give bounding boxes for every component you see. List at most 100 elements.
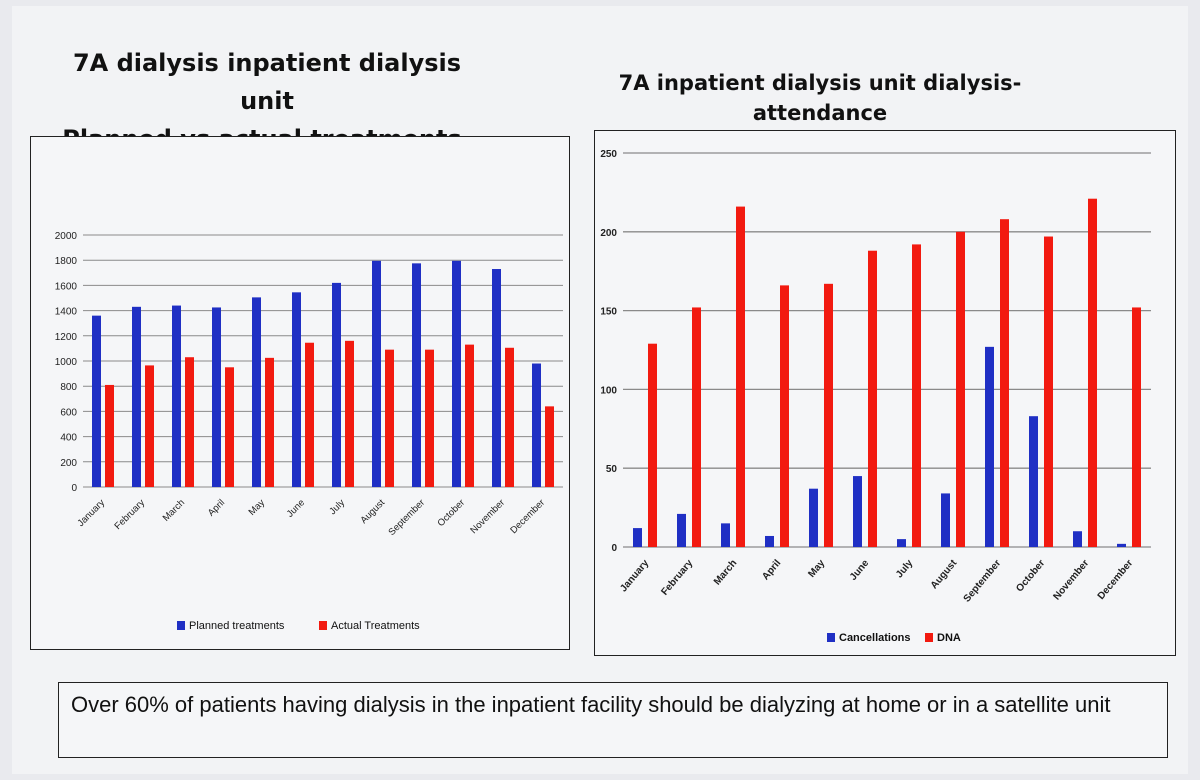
x-tick-label: June: [848, 558, 872, 583]
y-tick-label: 150: [600, 307, 617, 318]
x-tick-label: December: [508, 497, 547, 536]
bar-planned-treatments-january: [92, 315, 101, 487]
bar-cancellations-march: [721, 523, 730, 547]
x-tick-label: April: [760, 558, 783, 583]
bar-dna-december: [1132, 307, 1141, 547]
bar-dna-june: [868, 250, 877, 547]
legend-label: Cancellations: [839, 632, 911, 644]
x-tick-label: October: [435, 497, 467, 529]
y-tick-label: 1000: [55, 357, 78, 368]
bar-actual-treatments-june: [305, 342, 314, 487]
bar-dna-july: [912, 244, 921, 547]
bar-actual-treatments-april: [225, 367, 234, 487]
x-tick-label: August: [358, 497, 387, 526]
x-tick-label: July: [327, 497, 347, 517]
bar-actual-treatments-july: [345, 340, 354, 487]
attendance-chart: 0 50 100 150 200 250 January February March April…: [600, 149, 1151, 644]
bar-planned-treatments-september: [412, 263, 421, 487]
bar-cancellations-june: [853, 476, 862, 547]
y-tick-label: 100: [600, 385, 617, 396]
x-tick-label: March: [161, 497, 187, 523]
x-tick-label: September: [386, 497, 427, 538]
bar-planned-treatments-april: [212, 307, 221, 487]
bar-actual-treatments-january: [105, 384, 114, 487]
x-tick-label: February: [659, 558, 695, 598]
bar-planned-treatments-march: [172, 305, 181, 487]
x-tick-label: April: [206, 497, 227, 518]
x-tick-label: November: [468, 497, 507, 536]
y-tick-label: 0: [611, 543, 617, 554]
bar-dna-august: [956, 231, 965, 548]
summary-note: Over 60% of patients having dialysis in …: [58, 682, 1168, 758]
bar-actual-treatments-february: [145, 365, 154, 487]
y-tick-label: 1600: [55, 281, 78, 292]
treatments-chart-box: 0 200 400 600 800 1000 1200 1400 1600 1800 2000 Jan…: [30, 136, 570, 650]
legend-swatch: [925, 633, 933, 642]
legend-label: Planned treatments: [189, 620, 285, 632]
bar-planned-treatments-october: [452, 260, 461, 487]
bar-dna-march: [736, 206, 745, 548]
x-tick-label: January: [618, 558, 651, 595]
bar-cancellations-october: [1029, 416, 1038, 547]
bar-actual-treatments-march: [185, 357, 194, 487]
bar-actual-treatments-august: [385, 349, 394, 487]
bar-planned-treatments-june: [292, 292, 301, 487]
bar-planned-treatments-december: [532, 363, 541, 487]
legend-label: Actual Treatments: [331, 620, 420, 632]
left-title-line1: 7A dialysis inpatient dialysis unit: [72, 49, 462, 115]
bar-cancellations-august: [941, 493, 950, 547]
x-tick-label: May: [806, 558, 827, 580]
bar-dna-september: [1000, 219, 1009, 547]
bar-actual-treatments-december: [545, 406, 554, 487]
slide: 7A dialysis inpatient dialysis unit Plan…: [12, 6, 1188, 774]
bar-actual-treatments-may: [265, 357, 274, 487]
bar-dna-november: [1088, 198, 1097, 547]
x-tick-label: December: [1096, 558, 1136, 602]
bar-cancellations-december: [1117, 543, 1126, 547]
bar-planned-treatments-may: [252, 297, 261, 487]
legend-label: DNA: [937, 632, 961, 644]
y-tick-label: 600: [60, 407, 77, 418]
bar-planned-treatments-august: [372, 260, 381, 487]
y-tick-label: 2000: [55, 231, 78, 242]
x-tick-label: October: [1014, 558, 1047, 595]
y-tick-label: 800: [60, 382, 77, 393]
bar-dna-january: [648, 343, 657, 547]
x-tick-label: July: [894, 558, 916, 581]
x-tick-label: May: [247, 497, 268, 518]
x-tick-label: June: [285, 497, 307, 519]
bar-dna-april: [780, 285, 789, 547]
x-tick-label: March: [712, 558, 739, 588]
bar-actual-treatments-october: [465, 344, 474, 487]
legend-swatch: [319, 621, 327, 630]
y-tick-label: 200: [600, 228, 617, 239]
bar-dna-may: [824, 283, 833, 547]
bar-cancellations-april: [765, 535, 774, 547]
y-tick-label: 1200: [55, 332, 78, 343]
bar-dna-february: [692, 307, 701, 547]
x-tick-label: January: [75, 497, 107, 529]
y-tick-label: 1800: [55, 256, 78, 267]
x-tick-label: February: [112, 497, 147, 532]
attendance-chart-box: 0 50 100 150 200 250 January February March April…: [594, 130, 1176, 656]
bar-cancellations-january: [633, 528, 642, 547]
bar-planned-treatments-february: [132, 306, 141, 487]
y-tick-label: 200: [60, 458, 77, 469]
y-tick-label: 400: [60, 433, 77, 444]
x-tick-label: August: [929, 557, 960, 591]
bar-cancellations-february: [677, 513, 686, 547]
bar-dna-october: [1044, 236, 1053, 547]
y-tick-label: 50: [606, 464, 618, 475]
y-tick-label: 0: [71, 483, 77, 494]
bar-cancellations-july: [897, 539, 906, 547]
legend-swatch: [177, 621, 185, 630]
bar-actual-treatments-september: [425, 349, 434, 487]
bar-planned-treatments-november: [492, 269, 501, 487]
y-tick-label: 1400: [55, 307, 78, 318]
bar-planned-treatments-july: [332, 282, 341, 487]
x-tick-label: November: [1051, 558, 1091, 603]
bar-actual-treatments-november: [505, 347, 514, 487]
bar-cancellations-may: [809, 488, 818, 547]
bar-cancellations-september: [985, 346, 994, 547]
treatments-chart: 0 200 400 600 800 1000 1200 1400 1600 1800 2000 Jan…: [55, 231, 563, 632]
